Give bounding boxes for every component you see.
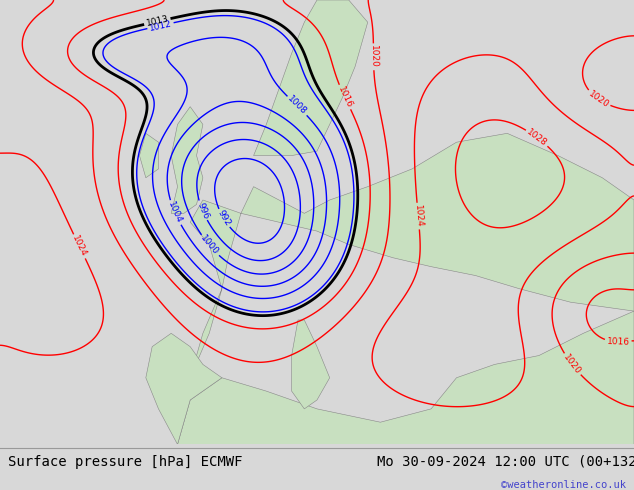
Text: 1016: 1016 xyxy=(336,85,354,109)
Text: 1028: 1028 xyxy=(525,127,549,148)
Text: 1020: 1020 xyxy=(586,89,611,109)
Text: 996: 996 xyxy=(195,201,210,220)
Text: Mo 30-09-2024 12:00 UTC (00+132): Mo 30-09-2024 12:00 UTC (00+132) xyxy=(377,455,634,469)
Text: 1024: 1024 xyxy=(70,234,88,259)
Polygon shape xyxy=(171,107,203,213)
Text: 1008: 1008 xyxy=(286,95,309,117)
Text: 1016: 1016 xyxy=(607,337,630,347)
Text: Surface pressure [hPa] ECMWF: Surface pressure [hPa] ECMWF xyxy=(8,455,242,469)
Text: 1020: 1020 xyxy=(562,353,583,376)
Text: 1004: 1004 xyxy=(166,200,184,225)
Text: 992: 992 xyxy=(216,209,232,228)
Polygon shape xyxy=(292,320,330,409)
Text: 1024: 1024 xyxy=(413,204,424,228)
Text: 1020: 1020 xyxy=(369,45,378,68)
Polygon shape xyxy=(254,0,368,155)
Polygon shape xyxy=(178,311,634,444)
Polygon shape xyxy=(146,333,222,444)
Text: 1013: 1013 xyxy=(145,15,169,28)
Text: 1000: 1000 xyxy=(199,234,221,257)
Text: ©weatheronline.co.uk: ©weatheronline.co.uk xyxy=(501,480,626,490)
Text: 1012: 1012 xyxy=(148,19,172,32)
Polygon shape xyxy=(139,133,158,178)
Polygon shape xyxy=(190,133,634,378)
